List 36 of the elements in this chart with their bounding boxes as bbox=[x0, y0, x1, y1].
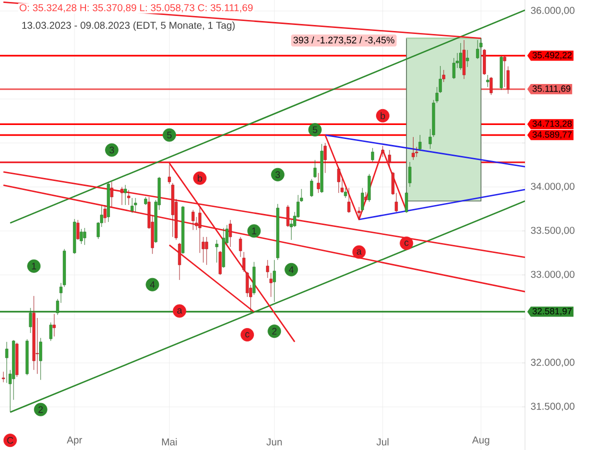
y-tick-label: 33.500,00 bbox=[530, 226, 574, 236]
ref-line-label: 32.581,97 bbox=[532, 308, 572, 316]
y-tick-label: 36.000,00 bbox=[530, 6, 574, 16]
chart-title: O: 35.324,28 H: 35.370,89 L: 35.058,73 C: 35.111,69 bbox=[20, 4, 253, 12]
annotation: c bbox=[245, 332, 250, 338]
annotation: 5 bbox=[312, 126, 318, 134]
x-tick-label: Jul bbox=[376, 438, 388, 446]
annotation: 1 bbox=[252, 228, 256, 234]
x-tick-label: Apr bbox=[66, 436, 82, 446]
annotation: 4 bbox=[288, 266, 294, 273]
x-tick-label: Mai bbox=[162, 438, 177, 446]
annotation: 393 / -1.273,52 / -3,45% bbox=[293, 36, 394, 45]
annotation: 5 bbox=[167, 132, 172, 138]
y-tick-label: 32.000,00 bbox=[530, 358, 574, 368]
x-tick-label: Jun bbox=[266, 438, 282, 446]
y-tick-label: 34.000,00 bbox=[530, 182, 574, 192]
ref-line-label: 35.111,69 bbox=[532, 85, 570, 93]
annotation: 2 bbox=[272, 328, 277, 335]
annotation: 2 bbox=[38, 406, 43, 413]
annotation: 3 bbox=[110, 146, 114, 154]
annotation: 4 bbox=[150, 281, 155, 288]
annotation: 1 bbox=[32, 262, 36, 270]
annotation: b bbox=[198, 174, 202, 182]
ref-line-label: 35.492,22 bbox=[532, 52, 572, 60]
ref-line-label: 34.713,28 bbox=[532, 120, 572, 128]
y-tick-label: 33.000,00 bbox=[530, 270, 574, 280]
annotation: b bbox=[380, 112, 385, 120]
annotation: a bbox=[356, 249, 362, 255]
ref-line-label: 34.589,77 bbox=[532, 131, 572, 139]
annotation: C bbox=[7, 436, 14, 444]
annotation: a bbox=[177, 308, 182, 314]
y-tick-label: 31.500,00 bbox=[530, 402, 574, 412]
text: 13.03.2023 - 09.08.2023 (EDT, 5 Monate, 1 Tag) bbox=[22, 22, 235, 31]
x-tick-label: Aug bbox=[472, 436, 490, 446]
annotation: c bbox=[404, 240, 409, 246]
annotation: 3 bbox=[275, 171, 280, 178]
